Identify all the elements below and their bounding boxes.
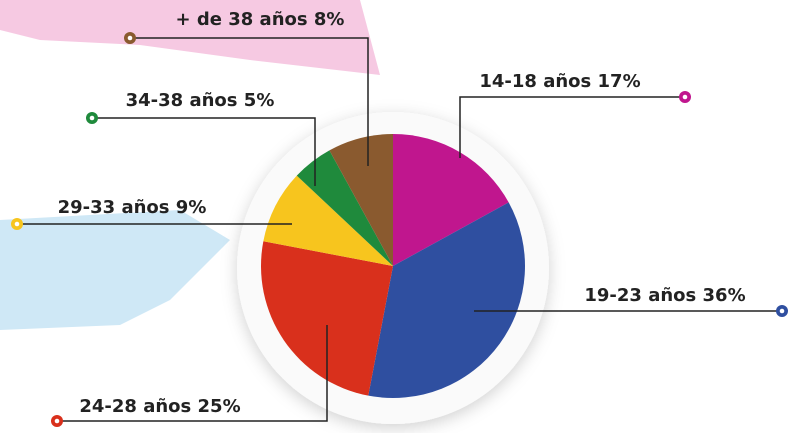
value-label: 8%	[314, 9, 345, 30]
leader-line	[92, 117, 316, 186]
label-dot-hole	[127, 35, 133, 41]
leader-line	[459, 96, 685, 158]
label-dot-hole	[14, 221, 20, 227]
value-label: 9%	[176, 197, 207, 218]
category-name: 34-38 años	[126, 90, 238, 111]
category-name: 14-18 años	[479, 71, 591, 92]
labels: 14-18 años 17% 19-23 años 36% 24-28 años 2…	[11, 9, 788, 427]
pie-slice	[296, 150, 393, 266]
label-dot-hole	[779, 308, 785, 314]
slice-label: 29-33 años 9%	[58, 197, 207, 218]
category-name: + de 38 años	[176, 9, 308, 30]
category-name: 24-28 años	[79, 396, 191, 417]
category-name: 19-23 años	[584, 285, 696, 306]
value-label: 5%	[244, 90, 275, 111]
slice-label: 24-28 años 25%	[79, 396, 240, 417]
slice-label: 19-23 años 36%	[584, 285, 745, 306]
leader-line	[57, 325, 328, 422]
value-label: 25%	[198, 396, 241, 417]
pie-slice	[260, 241, 393, 396]
label-dot-hole	[682, 94, 688, 100]
pie-slice	[368, 202, 526, 398]
slice-label: 14-18 años 17%	[479, 71, 640, 92]
category-name: 29-33 años	[58, 197, 170, 218]
value-label: 17%	[598, 71, 641, 92]
background-blob	[0, 210, 230, 330]
value-label: 36%	[703, 285, 746, 306]
pie-slice	[263, 175, 393, 266]
label-dot-hole	[54, 418, 60, 424]
slice-label: + de 38 años 8%	[176, 9, 345, 30]
pie-slice	[329, 134, 393, 266]
pie-slice	[393, 134, 509, 266]
pie	[260, 134, 526, 398]
label-dot-hole	[89, 115, 95, 121]
slice-label: 34-38 años 5%	[126, 90, 275, 111]
leader-line	[130, 37, 369, 166]
